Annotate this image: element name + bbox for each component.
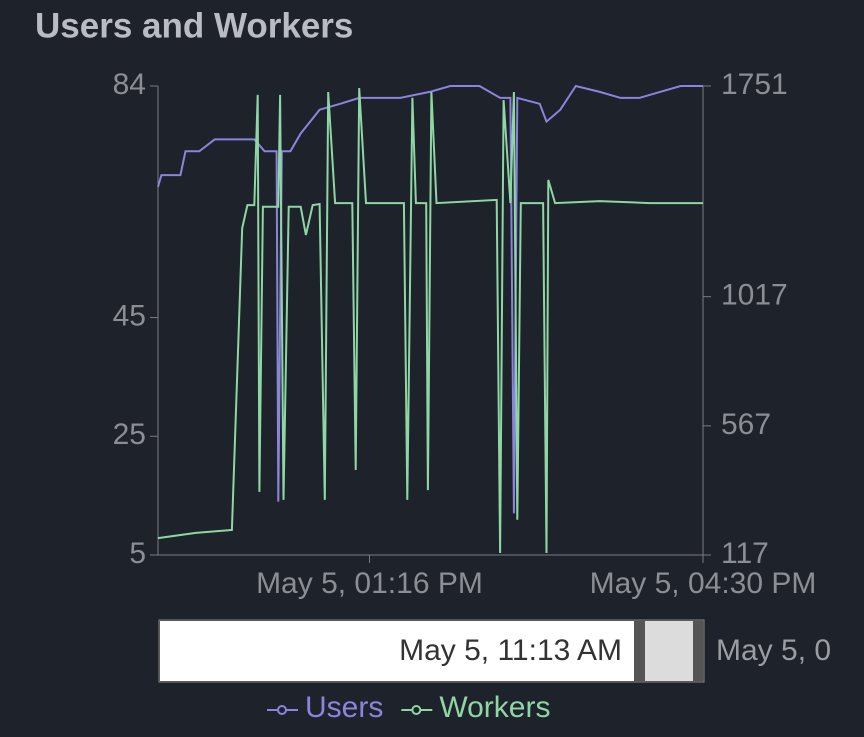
legend-marker bbox=[277, 705, 287, 715]
legend-item[interactable]: Workers bbox=[401, 691, 550, 724]
legend: Users Workers bbox=[267, 691, 550, 724]
y-tick-label: 84 bbox=[113, 68, 146, 101]
range-selector[interactable]: May 5, 11:13 AM May 5, 04:30 PM bbox=[158, 619, 864, 683]
legend-label: Users bbox=[305, 691, 383, 724]
legend-marker bbox=[411, 705, 422, 715]
y-tick-label: 25 bbox=[113, 418, 146, 451]
y2-tick-label: 1017 bbox=[721, 279, 788, 312]
y-tick-label: 5 bbox=[129, 537, 146, 570]
chart-title: Users and Workers bbox=[35, 6, 353, 45]
y2-tick-label: 567 bbox=[721, 408, 771, 441]
legend-item[interactable]: Users bbox=[267, 691, 383, 724]
range-window bbox=[160, 621, 634, 681]
y2-tick-label: 1751 bbox=[721, 68, 788, 101]
y2-tick-label: 117 bbox=[721, 537, 769, 570]
legend-label: Workers bbox=[439, 691, 550, 724]
range-start-label: May 5, 11:13 AM bbox=[399, 634, 622, 667]
range-handle[interactable] bbox=[693, 621, 703, 681]
range-end-label: May 5, 04:30 PM bbox=[716, 634, 864, 667]
range-selection[interactable] bbox=[645, 621, 693, 681]
y-tick-label: 45 bbox=[113, 299, 146, 332]
series-line bbox=[157, 84, 703, 514]
series-line bbox=[157, 87, 703, 554]
x-tick-label: May 5, 01:16 PM bbox=[256, 567, 483, 600]
x-tick-label: May 5, 04:30 PM bbox=[590, 567, 817, 600]
range-handle[interactable] bbox=[634, 621, 645, 681]
